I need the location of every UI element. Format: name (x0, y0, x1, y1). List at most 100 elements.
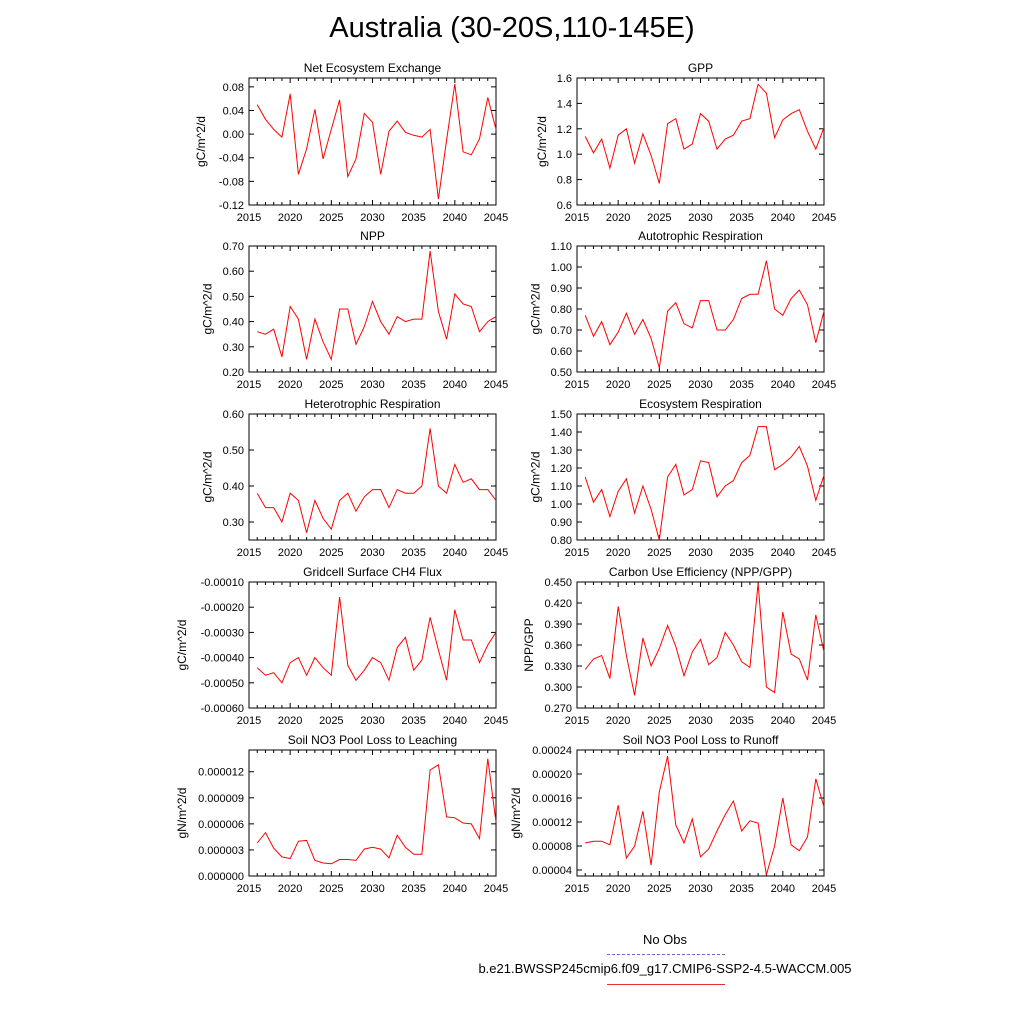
x-tick-label: 2025 (319, 883, 343, 895)
y-tick-label: 1.4 (557, 98, 572, 110)
y-tick-label: 0.60 (223, 409, 244, 421)
chart-title: Soil NO3 Pool Loss to Leaching (288, 733, 457, 747)
x-tick-label: 2025 (319, 715, 343, 727)
y-tick-label: 0.08 (223, 82, 244, 94)
y-tick-label: -0.00040 (201, 653, 244, 665)
y-axis-label: gC/m^2/d (528, 452, 542, 503)
legend-obs-label: No Obs (642, 932, 688, 947)
y-tick-label: -0.00050 (201, 678, 244, 690)
y-tick-label: 0.50 (223, 291, 244, 303)
x-tick-label: 2035 (729, 212, 753, 224)
x-tick-label: 2025 (647, 212, 671, 224)
y-tick-label: 0.00020 (532, 769, 572, 781)
chart-title: Carbon Use Efficiency (NPP/GPP) (609, 565, 792, 579)
x-tick-label: 2045 (812, 212, 836, 224)
x-tick-label: 2040 (443, 883, 467, 895)
x-tick-label: 2035 (401, 883, 425, 895)
x-tick-label: 2045 (484, 883, 508, 895)
x-tick-label: 2030 (688, 547, 712, 559)
legend-model-label: b.e21.BWSSP245cmip6.f09_g17.CMIP6-SSP2-4… (478, 961, 852, 976)
x-tick-label: 2040 (771, 379, 795, 391)
x-tick-label: 2045 (484, 547, 508, 559)
y-tick-label: -0.12 (219, 200, 244, 212)
plot-frame (248, 413, 497, 541)
chart-panel-3: NPP 2015 2020 2025 2030 2035 2040 2045 0.70 0.60 0… (200, 229, 508, 391)
x-tick-label: 2040 (443, 212, 467, 224)
y-tick-label: -0.00020 (201, 602, 244, 614)
y-tick-label: 0.30 (223, 342, 244, 354)
x-tick-label: 2015 (237, 883, 261, 895)
x-tick-label: 2045 (812, 379, 836, 391)
y-tick-label: 1.2 (557, 124, 572, 136)
y-tick-label: 0.450 (544, 577, 572, 589)
y-tick-label: -0.04 (219, 153, 244, 165)
series-line (256, 428, 497, 533)
y-tick-label: 1.00 (551, 499, 572, 511)
y-tick-label: 0.90 (551, 283, 572, 295)
x-tick-label: 2040 (443, 379, 467, 391)
x-tick-label: 2025 (319, 379, 343, 391)
chart-panel-1: Net Ecosystem Exchange 2015 2020 2025 2030 20… (194, 61, 508, 224)
x-tick-label: 2020 (278, 547, 302, 559)
y-tick-label: 0.00016 (532, 793, 572, 805)
chart-title: Autotrophic Respiration (638, 229, 763, 243)
x-tick-label: 2015 (237, 547, 261, 559)
y-axis-label: gC/m^2/d (200, 452, 214, 503)
x-tick-label: 2040 (771, 212, 795, 224)
y-tick-label: 0.000000 (198, 871, 244, 883)
x-tick-label: 2035 (401, 212, 425, 224)
chart-title: Soil NO3 Pool Loss to Runoff (623, 733, 780, 747)
chart-panel-7: Gridcell Surface CH4 Flux 2015 2020 2025 203… (175, 565, 508, 727)
chart-title: NPP (360, 229, 385, 243)
y-tick-label: 1.6 (557, 73, 572, 85)
x-tick-label: 2015 (237, 715, 261, 727)
y-tick-label: 0.60 (223, 266, 244, 278)
y-tick-label: 0.04 (223, 105, 244, 117)
x-tick-label: 2030 (360, 883, 384, 895)
x-tick-label: 2015 (565, 379, 589, 391)
chart-panel-6: Ecosystem Respiration 2015 2020 2025 2030 203… (528, 397, 836, 559)
x-tick-label: 2015 (565, 212, 589, 224)
x-tick-label: 2025 (647, 715, 671, 727)
x-tick-label: 2035 (729, 715, 753, 727)
y-tick-label: 1.20 (551, 463, 572, 475)
y-tick-label: 0.360 (544, 640, 572, 652)
chart-panel-10: Soil NO3 Pool Loss to Runoff 2015 2020 2025… (509, 733, 836, 895)
y-tick-label: 0.00 (223, 129, 244, 141)
y-tick-label: 0.80 (551, 535, 572, 547)
x-tick-label: 2035 (401, 379, 425, 391)
series-line (256, 597, 497, 684)
x-tick-label: 2035 (729, 883, 753, 895)
x-tick-label: 2045 (484, 715, 508, 727)
plot-frame (576, 245, 825, 373)
series-line (256, 758, 497, 865)
y-axis-label: gC/m^2/d (535, 116, 549, 167)
y-axis-label: gC/m^2/d (194, 116, 208, 167)
y-tick-label: 0.40 (223, 317, 244, 329)
x-tick-label: 2040 (771, 547, 795, 559)
x-tick-label: 2040 (771, 883, 795, 895)
legend-obs-line (607, 954, 725, 955)
x-tick-label: 2015 (237, 379, 261, 391)
y-tick-label: 0.30 (223, 517, 244, 529)
y-tick-label: 0.390 (544, 619, 572, 631)
y-tick-label: 0.70 (223, 241, 244, 253)
chart-title: Ecosystem Respiration (639, 397, 762, 411)
x-tick-label: 2020 (606, 547, 630, 559)
y-tick-label: 0.70 (551, 325, 572, 337)
x-tick-label: 2020 (278, 715, 302, 727)
x-tick-label: 2020 (606, 212, 630, 224)
x-tick-label: 2025 (647, 379, 671, 391)
x-tick-label: 2030 (688, 379, 712, 391)
x-tick-label: 2035 (401, 547, 425, 559)
y-tick-label: 0.00024 (532, 745, 572, 757)
y-tick-label: 0.330 (544, 661, 572, 673)
y-tick-label: 0.420 (544, 598, 572, 610)
chart-title: Gridcell Surface CH4 Flux (303, 565, 442, 579)
chart-panel-9: Soil NO3 Pool Loss to Leaching 2015 2020 20… (175, 733, 508, 895)
y-tick-label: 1.0 (557, 149, 572, 161)
x-tick-label: 2040 (443, 547, 467, 559)
y-tick-label: 0.00012 (532, 817, 572, 829)
x-tick-label: 2045 (484, 379, 508, 391)
x-tick-label: 2025 (647, 883, 671, 895)
